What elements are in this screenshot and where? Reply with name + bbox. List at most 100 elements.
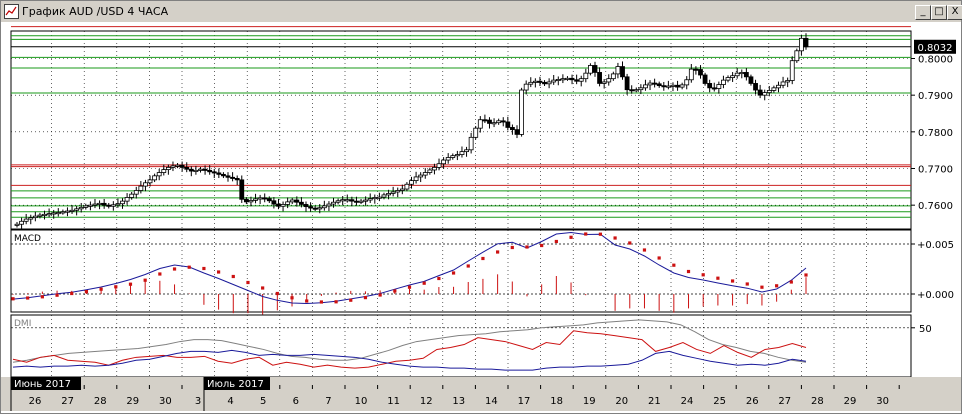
candle-body <box>766 90 772 94</box>
candle-body <box>757 89 763 96</box>
candle-body <box>482 119 488 122</box>
day-label: 17 <box>518 396 531 407</box>
day-label: 4 <box>227 396 233 407</box>
candle-body <box>262 197 268 200</box>
price-panel: 0.8000 0.7900 0.7800 0.7700 0.7600 0.8032 <box>11 26 956 229</box>
day-label: 21 <box>648 396 661 407</box>
candle-body <box>633 89 639 92</box>
maximize-button[interactable]: □ <box>931 5 947 20</box>
candle-body <box>92 203 98 206</box>
candle-body <box>294 199 300 203</box>
candle-body <box>193 169 199 172</box>
candle-body <box>565 77 570 80</box>
candle-body <box>583 72 589 80</box>
candle-body <box>28 217 34 220</box>
candle-body <box>601 81 607 84</box>
candle-body <box>711 87 717 90</box>
macd-signal-point <box>275 291 279 296</box>
candle-body <box>679 84 685 88</box>
macd-signal-point <box>760 285 764 289</box>
day-label: 30 <box>159 396 172 407</box>
month-label: Июль 2017 <box>203 377 270 411</box>
macd-signal-point <box>246 280 250 285</box>
macd-signal-point <box>686 269 691 274</box>
candle-body <box>221 173 226 177</box>
candle-body <box>289 199 295 203</box>
day-label: 13 <box>452 396 465 407</box>
candle-body <box>739 72 745 75</box>
dmi-minus-line <box>12 349 807 371</box>
current-price-label: 0.8032 <box>918 43 953 54</box>
candle-body <box>175 164 180 167</box>
candle-body <box>510 127 515 131</box>
macd-signal-point <box>99 287 103 291</box>
candle-body <box>101 202 107 206</box>
macd-signal-point <box>70 291 74 296</box>
macd-signal-point <box>334 300 338 304</box>
macd-signal-point <box>40 295 44 299</box>
candle-body <box>335 200 341 203</box>
candle-body <box>143 182 148 187</box>
candle-body <box>734 72 740 77</box>
candle-body <box>243 198 249 203</box>
candle-body <box>308 206 313 209</box>
dmi-tick-label: 50 <box>919 324 932 335</box>
candle-body <box>477 119 483 129</box>
macd-signal-point <box>202 266 206 271</box>
day-label: 25 <box>713 396 726 407</box>
candle-body <box>363 199 369 202</box>
candle-body <box>106 204 112 207</box>
macd-signal-point <box>584 232 588 236</box>
candle-body <box>505 121 511 128</box>
candle-body <box>248 199 254 203</box>
day-label: 7 <box>325 396 331 407</box>
candle-body <box>23 218 29 222</box>
candle-body <box>670 84 676 87</box>
candle-body <box>606 78 612 83</box>
candle-body <box>528 81 534 85</box>
candle-body <box>184 166 190 170</box>
candle-body <box>753 83 758 91</box>
day-label: 14 <box>485 396 498 407</box>
candle-body <box>776 84 781 89</box>
candle-body <box>789 60 795 81</box>
close-button[interactable]: X <box>947 5 962 20</box>
day-label: 28 <box>94 396 107 407</box>
macd-signal-point <box>642 248 647 252</box>
macd-signal-point <box>554 239 558 244</box>
candle-body <box>551 79 557 83</box>
macd-signal-point <box>143 278 147 282</box>
candle-body <box>523 83 529 91</box>
candle-body <box>253 198 258 201</box>
macd-signal-point <box>305 299 309 303</box>
macd-signal-point <box>613 236 617 240</box>
candle-body <box>560 78 566 81</box>
candle-body <box>578 78 584 82</box>
candle-body <box>97 202 102 205</box>
candle-body <box>74 208 80 211</box>
minimize-button[interactable]: _ <box>915 5 931 20</box>
candle-body <box>656 83 662 87</box>
candle-body <box>381 194 387 198</box>
macd-signal-point <box>598 232 603 236</box>
candle-body <box>785 80 791 83</box>
candle-body <box>312 207 318 210</box>
candle-body <box>202 168 208 171</box>
candle-body <box>225 175 231 178</box>
day-label: 24 <box>681 396 694 407</box>
day-label: 30 <box>876 396 889 407</box>
candle-body <box>620 66 625 78</box>
candle-body <box>280 204 286 207</box>
candle-body <box>129 193 135 198</box>
macd-signal-point <box>261 286 265 290</box>
title-bar[interactable]: График AUD /USD 4 ЧАСА _ □ X <box>2 2 962 22</box>
macd-signal-point <box>628 241 632 245</box>
candle-body <box>51 212 57 215</box>
macd-signal-point <box>525 245 529 249</box>
candle-body <box>87 204 93 207</box>
candle-body <box>665 85 671 88</box>
macd-signal-point <box>789 280 793 284</box>
macd-signal-point <box>378 293 382 297</box>
candle-body <box>110 204 116 207</box>
candle-body <box>14 223 20 226</box>
